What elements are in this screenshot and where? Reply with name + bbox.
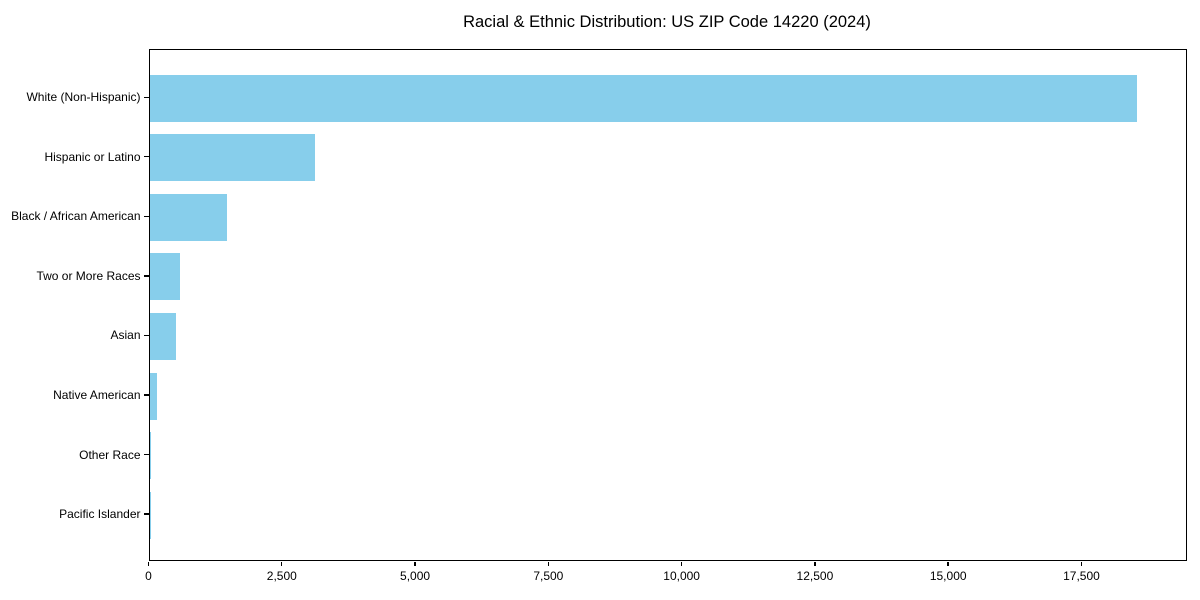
y-tick-mark — [144, 453, 149, 456]
y-tick-mark — [144, 334, 149, 337]
x-tick-mark — [680, 561, 683, 567]
y-tick-mark — [144, 275, 149, 277]
x-tick-label: 10,000 — [663, 568, 700, 583]
y-tick-label: Black / African American — [11, 209, 141, 224]
bar — [149, 193, 227, 241]
x-tick-mark — [414, 561, 416, 567]
x-tick-label: 2,500 — [266, 568, 297, 583]
bar — [149, 372, 158, 420]
x-tick-mark — [547, 561, 550, 567]
x-tick-mark — [814, 561, 816, 567]
y-tick-mark — [144, 394, 149, 396]
x-tick-mark — [1080, 561, 1083, 567]
x-tick-mark — [281, 561, 283, 567]
x-tick-label: 12,500 — [796, 568, 834, 583]
x-tick-label: 0 — [145, 568, 152, 583]
x-tick-label: 15,000 — [929, 568, 967, 583]
plot-area — [148, 48, 1187, 561]
y-tick-label: Pacific Islander — [59, 507, 141, 522]
y-tick-mark — [144, 513, 149, 515]
x-tick-label: 17,500 — [1063, 568, 1100, 583]
x-tick-label: 7,500 — [533, 568, 564, 583]
bar — [149, 432, 151, 480]
y-tick-mark — [144, 156, 149, 158]
x-tick-label: 5,000 — [400, 568, 431, 583]
chart-title: Racial & Ethnic Distribution: US ZIP Cod… — [463, 13, 871, 31]
y-tick-mark — [144, 215, 149, 218]
y-tick-label: Native American — [53, 388, 141, 403]
bar — [149, 312, 176, 360]
y-tick-label: Asian — [110, 328, 141, 343]
x-tick-mark — [147, 561, 150, 567]
x-tick-mark — [947, 561, 949, 567]
y-tick-label: Hispanic or Latino — [44, 149, 141, 164]
y-tick-label: Other Race — [79, 447, 141, 462]
y-tick-mark — [144, 96, 149, 98]
y-tick-label: White (Non-Hispanic) — [26, 90, 141, 105]
bar — [149, 74, 1137, 122]
y-tick-label: Two or More Races — [36, 268, 141, 283]
bar — [149, 253, 181, 301]
bar — [149, 134, 315, 182]
